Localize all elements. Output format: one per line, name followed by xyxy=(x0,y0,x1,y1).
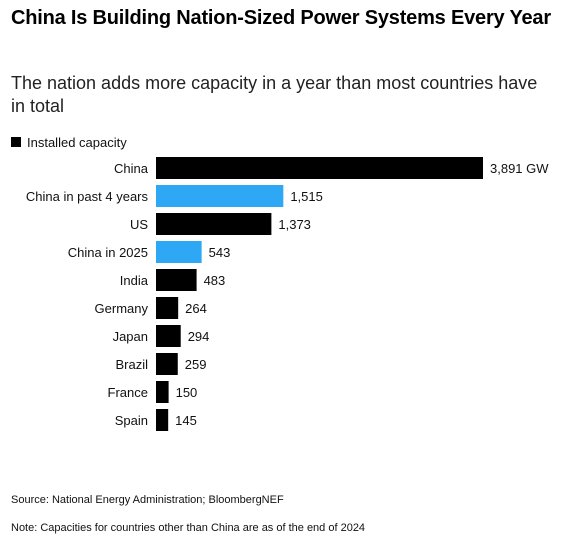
bar-china-in-past-4-years xyxy=(156,185,284,207)
bar-china-in-2025 xyxy=(156,241,202,263)
bar-france xyxy=(156,381,169,403)
category-label: Japan xyxy=(113,329,148,344)
chart-title: China Is Building Nation-Sized Power Sys… xyxy=(11,7,551,29)
value-label: 259 xyxy=(185,357,207,372)
category-label: Germany xyxy=(95,301,149,316)
legend-label: Installed capacity xyxy=(27,134,127,150)
bar-us xyxy=(156,213,272,235)
category-label: China in 2025 xyxy=(68,245,148,260)
value-label: 264 xyxy=(185,301,207,316)
value-label: 294 xyxy=(188,329,210,344)
value-label: 1,515 xyxy=(290,189,323,204)
bar-china xyxy=(156,157,483,179)
category-label: China xyxy=(114,161,149,176)
footnote: Note: Capacities for countries other tha… xyxy=(11,522,366,534)
bar-germany xyxy=(156,297,179,319)
category-label: China in past 4 years xyxy=(26,189,149,204)
source-note: Source: National Energy Administration; … xyxy=(11,494,284,506)
bar-chart: China 3,891 GW China in past 4 years 1,515 U… xyxy=(26,157,549,431)
bar-india xyxy=(156,269,197,291)
legend-swatch xyxy=(11,137,21,147)
value-label: 483 xyxy=(204,273,226,288)
value-label: 543 xyxy=(209,245,231,260)
bar-spain xyxy=(156,409,169,431)
category-label: France xyxy=(108,385,148,400)
bar-brazil xyxy=(156,353,178,375)
value-label: 145 xyxy=(175,413,197,428)
category-label: Brazil xyxy=(115,357,148,372)
value-label: 150 xyxy=(176,385,198,400)
category-label: India xyxy=(120,273,149,288)
value-label: 3,891 GW xyxy=(490,161,549,176)
bar-japan xyxy=(156,325,181,347)
category-label: US xyxy=(130,217,148,232)
chart-subtitle: The nation adds more capacity in a year … xyxy=(11,73,538,116)
category-label: Spain xyxy=(115,413,148,428)
value-label: 1,373 xyxy=(278,217,311,232)
legend: Installed capacity xyxy=(11,134,127,150)
